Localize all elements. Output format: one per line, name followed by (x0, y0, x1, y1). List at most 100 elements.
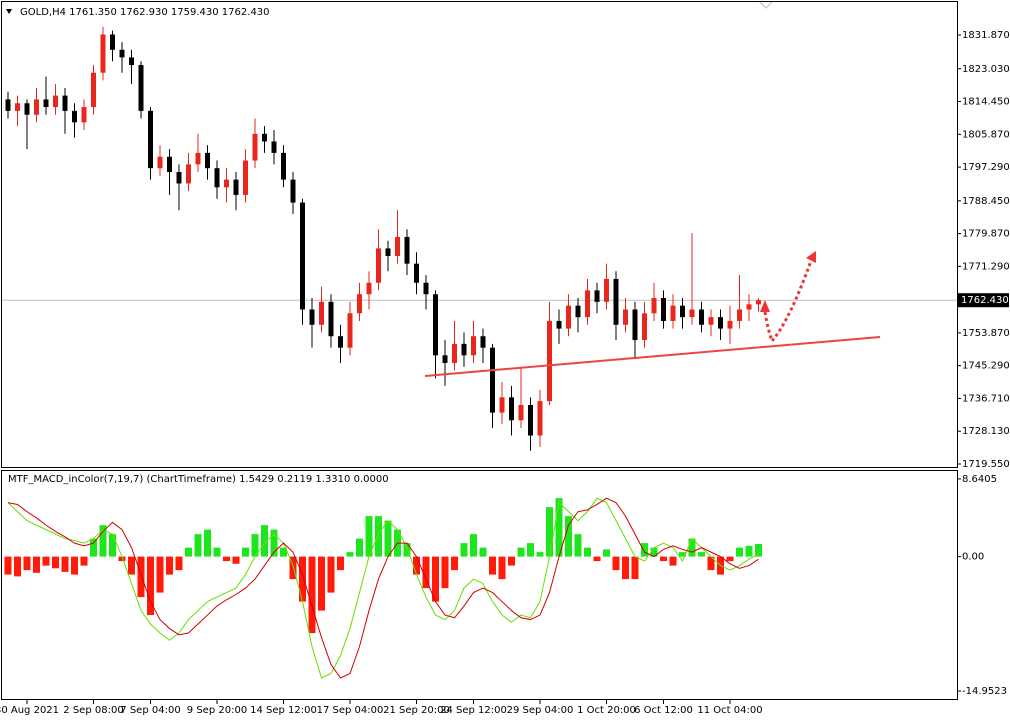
candle-body (556, 320, 562, 329)
histogram-bar (109, 534, 116, 557)
candle-body (224, 179, 229, 188)
y-tick-label: 1745.290 (962, 361, 1010, 372)
projection-arrow (763, 257, 814, 344)
candle-body (566, 305, 571, 329)
histogram-bar (527, 543, 534, 557)
menu-arrow[interactable] (6, 9, 12, 14)
histogram-bar (489, 556, 496, 575)
histogram-bar (755, 544, 762, 557)
candle-body (442, 355, 448, 363)
y-tick-label: 1728.130 (962, 426, 1010, 437)
candle-body (319, 301, 324, 325)
candle-body (471, 336, 476, 356)
histogram-bar (299, 556, 306, 602)
histogram-bar (460, 543, 468, 557)
candle-body (81, 107, 87, 123)
arrow-head (806, 251, 816, 263)
histogram-bar (726, 556, 734, 562)
candle-body (62, 95, 68, 111)
macd-frame (1, 470, 958, 700)
candle-body (72, 110, 77, 123)
histogram-bar (508, 556, 515, 566)
histogram-bar (213, 547, 221, 557)
candle-body (129, 57, 134, 66)
y-tick-label: -14.9523 (962, 686, 1007, 697)
histogram-bar (61, 556, 69, 572)
histogram-bar (261, 525, 268, 557)
y-tick-label: 1814.450 (962, 97, 1010, 108)
histogram-bar (517, 547, 525, 557)
histogram-bar (251, 534, 259, 557)
x-tick-label: 30 Aug 2021 (0, 705, 59, 716)
y-tick-label: 8.6405 (962, 474, 997, 485)
candle-body (34, 99, 39, 115)
candle-body (404, 236, 410, 264)
candle-body (376, 248, 381, 283)
histogram-bar (603, 549, 610, 557)
histogram-bar (289, 556, 297, 580)
candle-body (461, 343, 467, 356)
candle-body (727, 320, 733, 329)
x-tick-label: 2 Sep 08:00 (63, 705, 123, 716)
candle-body (100, 34, 106, 73)
candle-body (480, 336, 486, 348)
candle-body (91, 72, 96, 108)
histogram-bar (23, 556, 31, 571)
x-tick-label: 29 Sep 04:00 (507, 705, 574, 716)
histogram-bar (223, 556, 230, 562)
candle-body (281, 152, 286, 180)
y-tick-label: 1771.290 (962, 261, 1010, 272)
candle-body (509, 397, 514, 421)
histogram-bar (99, 525, 107, 557)
y-tick-label: 1779.870 (962, 229, 1010, 240)
candle-body (661, 298, 666, 321)
histogram-bar (308, 556, 316, 634)
candle-body (670, 305, 676, 321)
shift-marker (759, 1, 773, 9)
candle-body (395, 236, 400, 257)
histogram-bar (71, 556, 78, 575)
histogram-bar (232, 556, 240, 564)
histogram-bar (175, 556, 183, 571)
histogram-bar (204, 529, 211, 557)
candle-body (205, 152, 210, 169)
histogram-bar (441, 556, 449, 589)
candle-body (138, 65, 144, 111)
histogram-bar (356, 538, 363, 557)
histogram-bar (147, 556, 154, 616)
macd-line (7, 497, 759, 679)
candle-body (15, 103, 20, 111)
histogram-bar (422, 556, 430, 589)
candle-body (613, 278, 619, 325)
x-tick-label: 24 Sep 12:00 (440, 705, 507, 716)
candle-body (243, 160, 248, 195)
candle-body (642, 313, 647, 341)
candle-body (537, 401, 543, 436)
histogram-bar (451, 556, 458, 571)
candle-body (632, 309, 638, 341)
candle-body (290, 179, 296, 203)
histogram-bar (14, 556, 21, 577)
chart-title: GOLD,H4 1761.350 1762.930 1759.430 1762.… (20, 7, 270, 18)
y-tick-label: 1823.030 (962, 64, 1010, 75)
histogram-bar (365, 516, 373, 557)
histogram-bar (166, 556, 173, 575)
x-tick-label: 21 Sep 20:00 (383, 705, 450, 716)
candle-body (575, 305, 581, 318)
histogram-bar (679, 552, 686, 557)
x-tick-label: 14 Sep 12:00 (250, 705, 317, 716)
histogram-bar (337, 556, 344, 571)
candle-body (300, 202, 305, 310)
histogram-bar (33, 556, 40, 573)
candle-body (423, 282, 429, 295)
candle-body (176, 171, 182, 184)
candle-body (148, 110, 153, 169)
histogram-bar (42, 556, 50, 566)
x-tick-label: 7 Sep 04:00 (120, 705, 180, 716)
candle-body (746, 304, 752, 310)
indicator-title: MTF_MACD_inColor(7,19,7) (ChartTimeframe… (8, 474, 389, 485)
histogram-bar (375, 516, 382, 557)
candle-body (119, 49, 125, 58)
candle-body (699, 309, 704, 325)
histogram-bar (641, 543, 648, 557)
